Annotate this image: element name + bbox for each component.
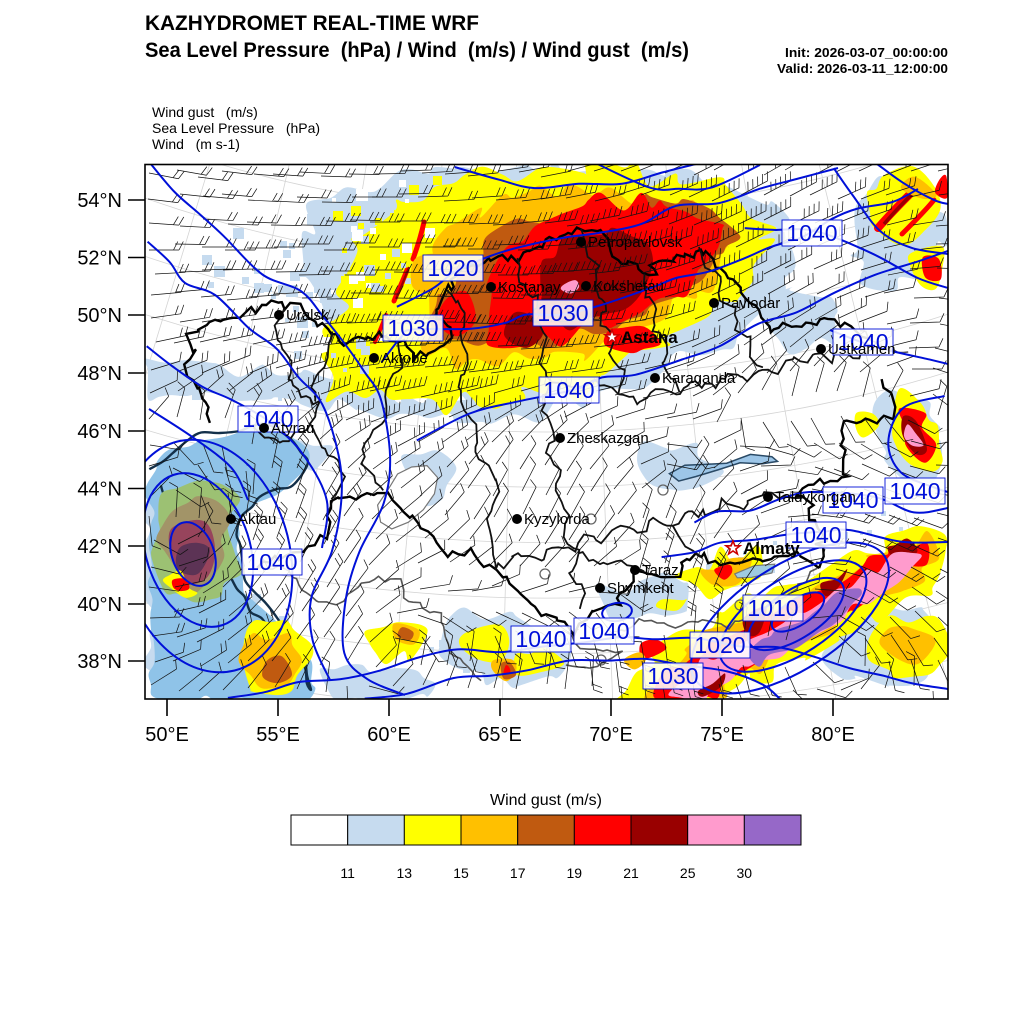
svg-text:11: 11 bbox=[340, 865, 355, 881]
svg-text:40°N: 40°N bbox=[77, 594, 122, 616]
svg-text:1020: 1020 bbox=[427, 255, 478, 281]
svg-text:1020: 1020 bbox=[694, 632, 745, 658]
svg-text:Aktobe: Aktobe bbox=[381, 350, 428, 367]
svg-text:Kyzylorda: Kyzylorda bbox=[524, 511, 591, 528]
svg-text:38°N: 38°N bbox=[77, 651, 122, 673]
svg-text:44°N: 44°N bbox=[77, 479, 122, 501]
svg-text:Taraz: Taraz bbox=[642, 562, 679, 579]
svg-text:Valid: 2026-03-11_12:00:00: Valid: 2026-03-11_12:00:00 bbox=[777, 61, 948, 76]
svg-text:21: 21 bbox=[623, 865, 639, 881]
svg-text:Uralsk: Uralsk bbox=[286, 307, 329, 324]
svg-text:Kostanay: Kostanay bbox=[498, 279, 561, 296]
svg-text:1040: 1040 bbox=[790, 522, 841, 548]
svg-text:Astana: Astana bbox=[621, 328, 678, 347]
svg-text:Petropavlovsk: Petropavlovsk bbox=[588, 234, 683, 251]
svg-text:1030: 1030 bbox=[387, 315, 438, 341]
svg-text:1030: 1030 bbox=[537, 300, 588, 326]
svg-text:60°E: 60°E bbox=[367, 724, 411, 746]
svg-text:1040: 1040 bbox=[889, 478, 940, 504]
svg-text:17: 17 bbox=[510, 865, 526, 881]
svg-text:Wind (m s-1): Wind (m s-1) bbox=[152, 136, 240, 152]
svg-text:15: 15 bbox=[453, 865, 469, 881]
svg-text:KAZHYDROMET REAL-TIME WRF: KAZHYDROMET REAL-TIME WRF bbox=[145, 12, 479, 35]
svg-text:1040: 1040 bbox=[578, 618, 629, 644]
svg-text:70°E: 70°E bbox=[589, 724, 633, 746]
svg-text:Pavlodar: Pavlodar bbox=[721, 295, 780, 312]
svg-text:Almaty: Almaty bbox=[743, 539, 800, 558]
svg-text:Karaganda: Karaganda bbox=[662, 370, 736, 387]
svg-text:50°E: 50°E bbox=[145, 724, 189, 746]
svg-text:1040: 1040 bbox=[543, 377, 594, 403]
svg-text:Aktau: Aktau bbox=[238, 511, 276, 528]
svg-text:13: 13 bbox=[397, 865, 413, 881]
svg-text:Wind gust (m/s): Wind gust (m/s) bbox=[152, 104, 258, 120]
svg-text:Wind gust (m/s): Wind gust (m/s) bbox=[490, 792, 602, 809]
svg-text:46°N: 46°N bbox=[77, 421, 122, 443]
svg-text:Init: 2026-03-07_00:00:00: Init: 2026-03-07_00:00:00 bbox=[785, 45, 948, 60]
svg-text:30: 30 bbox=[737, 865, 753, 881]
svg-text:50°N: 50°N bbox=[77, 305, 122, 327]
svg-text:Shymkent: Shymkent bbox=[607, 580, 675, 597]
svg-text:52°N: 52°N bbox=[77, 248, 122, 270]
svg-text:55°E: 55°E bbox=[256, 724, 300, 746]
svg-text:1040: 1040 bbox=[837, 329, 888, 355]
svg-text:1040: 1040 bbox=[246, 549, 297, 575]
svg-text:Sea Level Pressure (hPa): Sea Level Pressure (hPa) bbox=[152, 120, 320, 136]
svg-text:42°N: 42°N bbox=[77, 536, 122, 558]
svg-text:80°E: 80°E bbox=[811, 724, 855, 746]
svg-text:Kokshetau: Kokshetau bbox=[593, 278, 664, 295]
svg-text:19: 19 bbox=[567, 865, 583, 881]
svg-text:1010: 1010 bbox=[747, 595, 798, 621]
svg-text:65°E: 65°E bbox=[478, 724, 522, 746]
svg-text:Ustkamen: Ustkamen bbox=[828, 341, 896, 358]
svg-text:1030: 1030 bbox=[647, 663, 698, 689]
svg-text:1040: 1040 bbox=[515, 626, 566, 652]
svg-text:1040: 1040 bbox=[786, 220, 837, 246]
svg-text:1040: 1040 bbox=[827, 487, 878, 513]
svg-text:Sea Level Pressure (hPa) / Wi: Sea Level Pressure (hPa) / Wind (m/s) / … bbox=[145, 39, 689, 62]
svg-text:25: 25 bbox=[680, 865, 696, 881]
svg-text:75°E: 75°E bbox=[700, 724, 744, 746]
svg-text:Taldykorgan: Taldykorgan bbox=[775, 489, 856, 506]
svg-text:48°N: 48°N bbox=[77, 363, 122, 385]
svg-text:54°N: 54°N bbox=[77, 190, 122, 212]
svg-text:Atyrau: Atyrau bbox=[271, 420, 314, 437]
svg-text:Zheskazgan: Zheskazgan bbox=[567, 430, 649, 447]
